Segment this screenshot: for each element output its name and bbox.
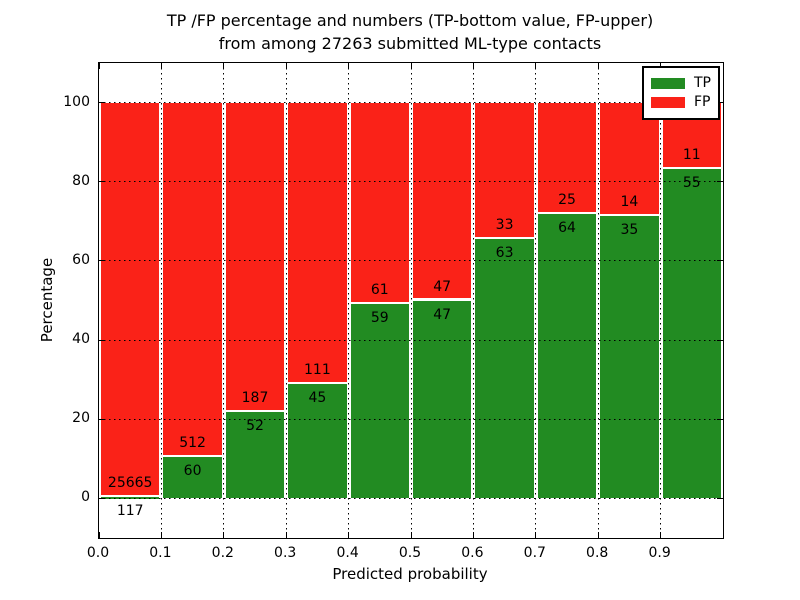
bar-tp-segment	[101, 496, 160, 499]
legend-fp-swatch-icon	[651, 96, 685, 108]
legend-item-tp: TP	[651, 75, 711, 91]
bar-tp-segment	[413, 300, 472, 499]
tp-count-label: 47	[433, 306, 452, 323]
tp-count-label: 52	[246, 418, 264, 435]
legend-tp-label: TP	[694, 75, 711, 91]
x-tick-label: 0.0	[86, 545, 110, 561]
x-tickmark	[98, 532, 100, 538]
fp-count-label: 47	[433, 278, 452, 295]
bar-tp-segment	[537, 213, 597, 499]
x-axis-label: Predicted probability	[332, 565, 488, 583]
x-tick-label: 0.2	[211, 545, 234, 561]
chart-title-line1: TP /FP percentage and numbers (TP-bottom…	[166, 11, 654, 30]
y-tick-label: 100	[63, 93, 90, 110]
chart-title: TP /FP percentage and numbers (TP-bottom…	[98, 9, 722, 55]
x-tick-label: 0.8	[586, 545, 609, 561]
bar-fp-segment	[225, 102, 285, 411]
y-tick-label: 20	[72, 410, 90, 427]
legend: TP FP	[642, 66, 720, 120]
tp-count-label: 55	[682, 174, 701, 191]
fp-count-label: 187	[241, 390, 269, 407]
x-tick-label: 0.4	[336, 545, 359, 561]
x-tick-label: 0.3	[274, 545, 297, 561]
x-gridline	[223, 63, 225, 538]
fp-count-label: 33	[495, 216, 514, 233]
fp-count-label: 111	[304, 362, 331, 379]
bar-tp-segment	[350, 303, 409, 499]
tp-count-label: 60	[183, 462, 202, 479]
bar-fp-segment	[101, 102, 160, 495]
chart-title-line2: from among 27263 submitted ML-type conta…	[218, 34, 602, 53]
x-gridline	[597, 63, 599, 538]
x-gridline	[472, 63, 474, 538]
bar-tp-segment	[475, 238, 534, 499]
tp-count-label: 117	[116, 502, 144, 519]
x-tick-label: 0.9	[648, 545, 671, 561]
y-tick-label: 60	[72, 251, 90, 268]
x-tick-label: 0.6	[461, 545, 484, 561]
x-gridline	[660, 63, 662, 538]
y-tick-label: 80	[72, 172, 90, 189]
x-gridline	[410, 63, 412, 538]
fp-count-label: 25	[558, 191, 576, 208]
y-tick-label: 40	[72, 331, 90, 348]
tp-count-label: 45	[308, 390, 327, 407]
legend-tp-swatch-icon	[651, 77, 685, 89]
fp-count-label: 61	[370, 281, 389, 298]
bar-tp-segment	[225, 412, 285, 499]
bar-fp-segment	[600, 102, 659, 214]
bar-fp-segment	[350, 102, 409, 302]
bar-fp-segment	[413, 102, 472, 299]
x-gridline	[160, 63, 162, 538]
x-tick-label: 0.1	[149, 545, 172, 561]
legend-fp-label: FP	[694, 94, 711, 110]
bar-fp-segment	[537, 102, 597, 212]
fp-count-label: 25665	[107, 474, 153, 491]
bar-tp-segment	[662, 168, 721, 499]
bar-tp-segment	[163, 456, 222, 499]
tp-count-label: 59	[370, 309, 389, 326]
y-tick-label: 0	[81, 489, 90, 506]
x-gridline	[285, 63, 287, 538]
x-tick-label: 0.5	[398, 545, 422, 561]
bar-fp-segment	[475, 102, 534, 237]
y-axis-label: Percentage	[38, 257, 56, 343]
x-gridline	[348, 63, 350, 538]
x-tick-label: 0.7	[523, 545, 546, 561]
plot-area: TP FP 25665 117 512 60 187 52 111 45 61 59 47 47 33 6…	[98, 62, 724, 539]
tp-count-label: 63	[495, 244, 514, 261]
fp-count-label: 14	[620, 193, 639, 210]
tp-count-label: 64	[558, 219, 576, 236]
fp-count-label: 512	[179, 434, 206, 451]
bar-fp-segment	[163, 102, 222, 455]
x-tickmark	[98, 63, 100, 69]
bar-tp-segment	[600, 215, 659, 499]
bar-tp-segment	[288, 384, 347, 499]
bar-fp-segment	[288, 102, 347, 383]
x-gridline	[535, 63, 537, 538]
tp-count-label: 35	[620, 221, 639, 238]
legend-item-fp: FP	[651, 94, 711, 110]
fp-count-label: 11	[682, 146, 701, 163]
